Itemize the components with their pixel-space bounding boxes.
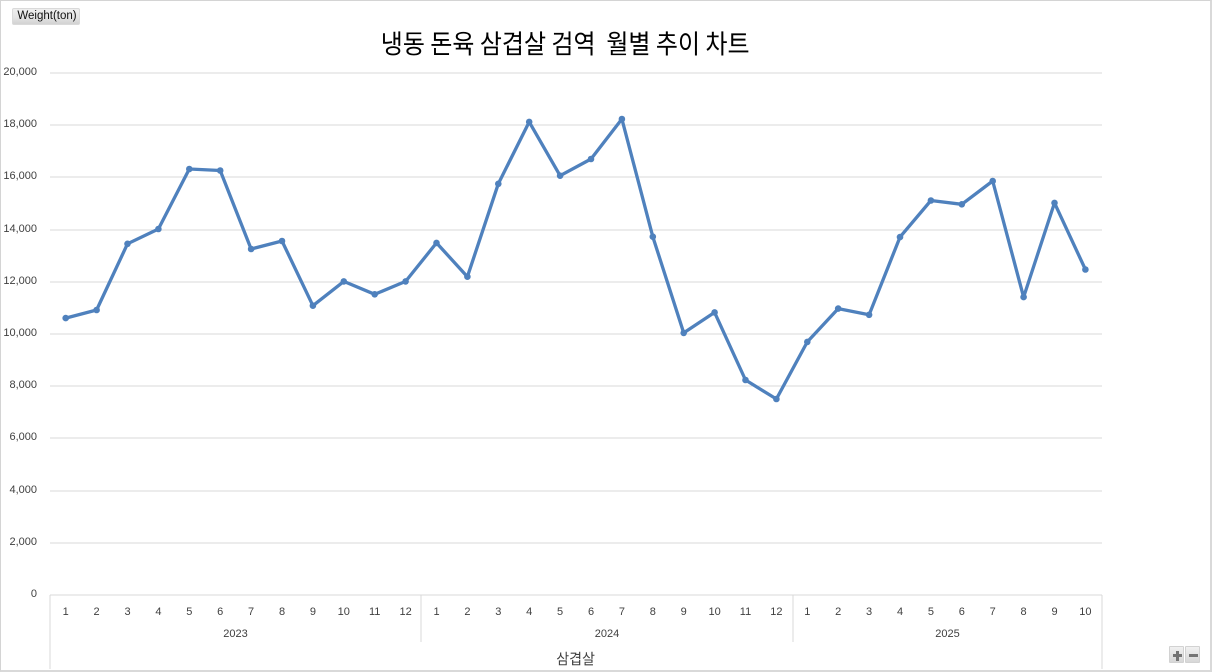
svg-text:10: 10 xyxy=(708,606,720,618)
svg-text:0: 0 xyxy=(31,588,37,600)
svg-text:4: 4 xyxy=(897,606,903,618)
svg-text:20,000: 20,000 xyxy=(3,66,37,78)
svg-text:7: 7 xyxy=(990,606,996,618)
svg-text:9: 9 xyxy=(681,606,687,618)
svg-text:11: 11 xyxy=(369,606,380,618)
svg-text:18,000: 18,000 xyxy=(3,118,37,130)
svg-text:3: 3 xyxy=(866,606,872,618)
svg-text:2025: 2025 xyxy=(935,628,959,640)
svg-text:6,000: 6,000 xyxy=(9,431,37,443)
svg-text:6: 6 xyxy=(588,606,594,618)
svg-text:1: 1 xyxy=(433,606,439,618)
svg-text:8: 8 xyxy=(279,606,285,618)
svg-text:8: 8 xyxy=(650,606,656,618)
svg-text:6: 6 xyxy=(959,606,965,618)
svg-text:3: 3 xyxy=(495,606,501,618)
svg-text:2: 2 xyxy=(464,606,470,618)
svg-text:7: 7 xyxy=(248,606,254,618)
svg-text:2,000: 2,000 xyxy=(9,536,37,548)
svg-text:14,000: 14,000 xyxy=(3,223,37,235)
svg-text:10: 10 xyxy=(338,606,350,618)
svg-text:8,000: 8,000 xyxy=(9,379,37,391)
svg-text:5: 5 xyxy=(928,606,934,618)
svg-text:5: 5 xyxy=(186,606,192,618)
svg-text:12: 12 xyxy=(399,606,411,618)
svg-text:8: 8 xyxy=(1021,606,1027,618)
svg-text:9: 9 xyxy=(310,606,316,618)
svg-text:2023: 2023 xyxy=(223,628,247,640)
svg-text:7: 7 xyxy=(619,606,625,618)
svg-text:2024: 2024 xyxy=(595,628,619,640)
svg-text:6: 6 xyxy=(217,606,223,618)
svg-text:2: 2 xyxy=(835,606,841,618)
svg-text:1: 1 xyxy=(63,606,69,618)
svg-text:4,000: 4,000 xyxy=(9,484,37,496)
svg-text:11: 11 xyxy=(740,606,751,618)
svg-text:5: 5 xyxy=(557,606,563,618)
svg-text:9: 9 xyxy=(1051,606,1057,618)
svg-text:10: 10 xyxy=(1079,606,1091,618)
svg-text:4: 4 xyxy=(155,606,161,618)
svg-text:1: 1 xyxy=(804,606,810,618)
svg-text:10,000: 10,000 xyxy=(3,327,37,339)
svg-text:12,000: 12,000 xyxy=(3,275,37,287)
svg-text:3: 3 xyxy=(124,606,130,618)
svg-text:16,000: 16,000 xyxy=(3,170,37,182)
svg-text:2: 2 xyxy=(94,606,100,618)
svg-text:12: 12 xyxy=(770,606,782,618)
svg-text:4: 4 xyxy=(526,606,532,618)
